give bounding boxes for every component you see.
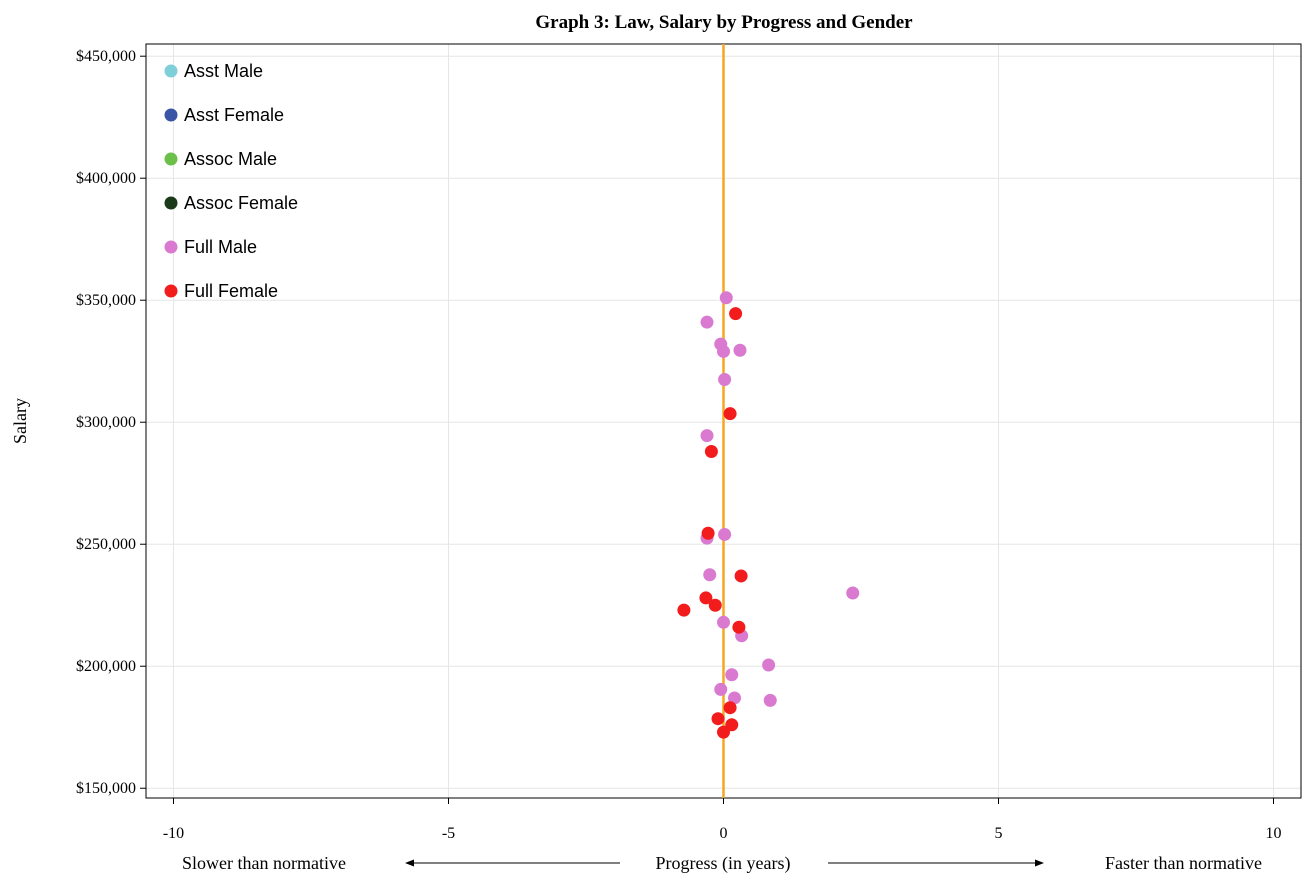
point-full-female-12	[717, 725, 730, 739]
y-tick-label-2: $250,000	[76, 536, 136, 553]
point-full-male-13	[762, 658, 776, 672]
point-full-female-2	[704, 445, 718, 459]
point-full-male-16	[728, 691, 741, 705]
point-full-male-6	[700, 429, 714, 443]
point-full-male-14	[725, 668, 739, 682]
point-full-female-9	[723, 701, 737, 715]
point-full-male-9	[703, 568, 717, 582]
legend-marker-assoc-male	[164, 152, 178, 166]
x-left-note: Slower than normative	[182, 853, 346, 873]
x-right-note: Faster than normative	[1105, 853, 1262, 873]
x-tick-label-4: 10	[1266, 825, 1282, 842]
legend-label-assoc-female: Assoc Female	[184, 193, 298, 213]
legend-marker-assoc-female	[164, 196, 178, 210]
x-axis-label: Progress (in years)	[656, 853, 791, 874]
chart-title: Graph 3: Law, Salary by Progress and Gen…	[535, 12, 913, 33]
y-tick-label-3: $300,000	[76, 414, 136, 431]
point-full-male-11	[717, 615, 730, 629]
y-tick-label-0: $150,000	[76, 780, 136, 797]
legend-marker-full-female	[164, 284, 178, 298]
data-points	[677, 291, 860, 739]
point-full-female-4	[734, 569, 748, 583]
point-full-male-8	[718, 527, 732, 541]
y-axis-ticks: $150,000 $200,000 $250,000 $300,000 $350,000…	[76, 48, 146, 797]
legend-marker-asst-male	[164, 64, 178, 78]
left-arrow	[405, 859, 620, 867]
point-full-male-15	[714, 682, 728, 696]
legend-marker-asst-female	[164, 108, 178, 122]
point-full-male-0	[719, 291, 733, 305]
point-full-female-5	[699, 591, 713, 605]
point-full-male-5	[718, 373, 732, 387]
legend-label-assoc-male: Assoc Male	[184, 149, 277, 169]
legend-label-full-male: Full Male	[184, 237, 257, 257]
right-arrow	[828, 859, 1044, 867]
y-axis-label: Salary	[10, 398, 30, 444]
legend-label-full-female: Full Female	[184, 281, 278, 301]
legend: Asst Male Asst Female Assoc Male Assoc Fema…	[164, 61, 298, 301]
y-tick-label-4: $350,000	[76, 292, 136, 309]
x-tick-label-2: 0	[720, 825, 728, 842]
x-axis-ticks: -10 -5 0 5 10	[163, 798, 1282, 842]
legend-marker-full-male	[164, 240, 178, 254]
point-full-female-7	[677, 603, 691, 617]
point-full-female-6	[708, 598, 722, 612]
y-tick-label-1: $200,000	[76, 658, 136, 675]
point-full-female-8	[732, 620, 746, 634]
y-tick-label-6: $450,000	[76, 48, 136, 65]
x-tick-label-3: 5	[995, 825, 1003, 842]
legend-label-asst-female: Asst Female	[184, 105, 284, 125]
point-full-male-17	[763, 693, 777, 707]
x-tick-label-1: -5	[442, 825, 455, 842]
point-full-female-1	[723, 407, 737, 421]
point-full-male-1	[700, 315, 714, 329]
point-full-female-10	[711, 712, 725, 726]
x-tick-label-0: -10	[163, 825, 184, 842]
point-full-male-3	[717, 344, 730, 358]
legend-label-asst-male: Asst Male	[184, 61, 263, 81]
point-full-female-3	[701, 526, 715, 540]
point-full-male-4	[733, 343, 747, 357]
point-full-male-10	[846, 586, 860, 600]
point-full-female-0	[729, 307, 743, 321]
y-tick-label-5: $400,000	[76, 170, 136, 187]
